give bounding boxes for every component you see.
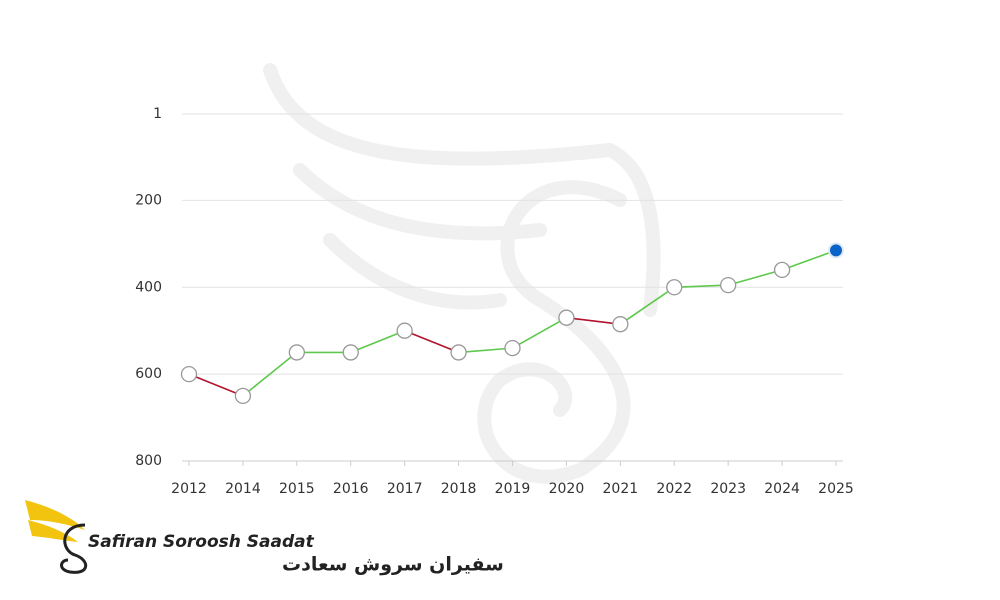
point	[828, 242, 844, 259]
line-segment	[674, 284, 729, 289]
x-tick-label: 2017	[387, 481, 423, 497]
point	[234, 387, 252, 405]
point	[450, 344, 467, 361]
x-tick-label: 2018	[441, 481, 477, 497]
x-tick-label: 2021	[603, 481, 639, 497]
logo-text-fa: سفیران سروش سعادت	[282, 554, 504, 576]
watermark	[263, 63, 661, 484]
x-tick-label: 2016	[333, 481, 369, 497]
logo-wing	[25, 500, 85, 530]
line-segment	[781, 249, 837, 271]
point	[666, 279, 683, 296]
line-segment	[458, 347, 513, 354]
y-tick-label: 400	[135, 279, 162, 295]
x-tick-label: 2019	[495, 481, 531, 497]
x-tick-label: 2020	[549, 481, 585, 497]
point	[180, 365, 198, 383]
point	[720, 276, 737, 294]
x-tick-label: 2012	[171, 481, 207, 497]
x-tick-label: 2015	[279, 481, 315, 497]
line-segment	[619, 286, 675, 325]
x-tick-label: 2014	[225, 481, 261, 497]
logo-text: Safiran Soroosh Saadat	[88, 532, 315, 552]
line-segment	[350, 329, 405, 354]
x-tick-label: 2022	[656, 481, 692, 497]
logo-s	[60, 523, 88, 574]
y-tick-label: 600	[135, 366, 162, 382]
line-segment	[727, 269, 783, 286]
point	[612, 316, 629, 333]
point	[773, 261, 791, 279]
point	[504, 339, 521, 357]
y-tick-label: 200	[135, 192, 162, 208]
line-segment	[242, 351, 298, 397]
x-tick-label: 2024	[764, 481, 800, 497]
x-tick-label: 2025	[818, 481, 854, 497]
point	[342, 344, 359, 361]
logo: Safiran Soroosh Saadat سفیران سروش سعادت	[25, 500, 504, 576]
line-segment	[566, 316, 621, 325]
point	[288, 344, 305, 361]
point	[558, 309, 575, 326]
y-tick-label: 1	[153, 106, 162, 122]
y-tick-label: 800	[135, 453, 162, 469]
line-segment	[512, 316, 567, 349]
line-segment	[188, 373, 244, 397]
line-segment	[404, 329, 459, 354]
point	[396, 322, 413, 339]
x-tick-label: 2023	[710, 481, 746, 497]
